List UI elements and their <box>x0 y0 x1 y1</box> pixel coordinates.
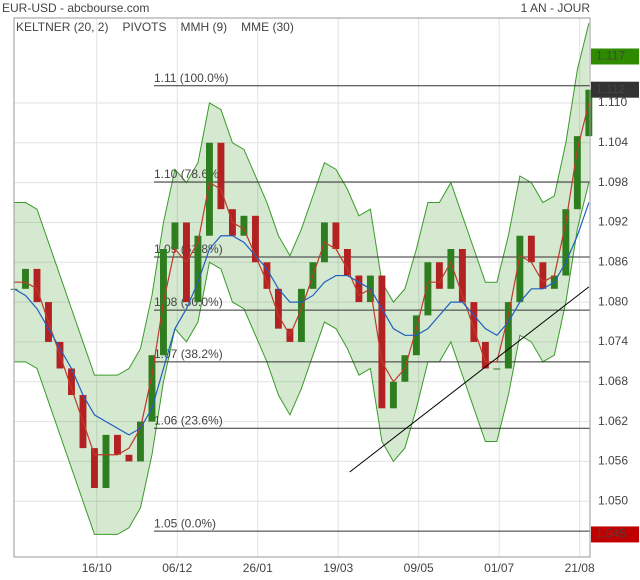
candle <box>435 262 443 289</box>
y-tick-label: 1.110 <box>598 95 627 109</box>
candle <box>263 262 271 289</box>
candle <box>33 268 41 303</box>
candle <box>171 222 179 249</box>
x-tick-label: 19/03 <box>323 561 353 575</box>
legend-entry: MMH (9) <box>181 20 228 34</box>
candle <box>424 262 432 316</box>
legend-entry: PIVOTS <box>122 20 166 34</box>
keltner-band <box>14 23 589 535</box>
ma-line <box>13 202 590 436</box>
price-tag <box>591 81 639 98</box>
x-tick-label: 09/05 <box>404 561 434 575</box>
price-tag <box>591 526 639 543</box>
candle <box>297 288 305 342</box>
candle <box>217 142 225 210</box>
candle <box>114 434 121 455</box>
x-tick-label: 26/01 <box>243 561 273 575</box>
y-tick-label: 1.092 <box>598 215 628 229</box>
candle <box>194 235 202 303</box>
y-tick-label: 1.050 <box>598 493 628 507</box>
candle <box>251 215 259 263</box>
y-tick-label: 1.074 <box>598 334 628 348</box>
price-tag-label: 1.045 <box>596 527 626 541</box>
candle <box>516 235 524 303</box>
candle <box>539 262 547 289</box>
candle <box>102 434 110 488</box>
ma-line <box>14 102 590 456</box>
plot-frame <box>13 17 591 558</box>
y-tick-label: 1.086 <box>598 254 628 268</box>
candle <box>125 454 133 462</box>
pivot-label: 1.10 (78.6%) <box>154 167 223 181</box>
pivot-label: 1.11 (100.0%) <box>154 71 229 85</box>
y-tick-label: 1.068 <box>598 374 628 388</box>
keltner-upper <box>14 23 590 376</box>
x-tick-label: 06/12 <box>162 561 192 575</box>
candle <box>573 136 581 210</box>
y-tick-label: 1.098 <box>598 175 628 189</box>
y-tick-label: 1.104 <box>598 135 628 149</box>
candle <box>504 302 512 369</box>
candle <box>585 89 593 137</box>
y-tick-label: 1.080 <box>598 294 628 308</box>
price-tag <box>591 48 639 65</box>
candle <box>240 215 248 236</box>
trendline <box>349 286 590 473</box>
candle <box>458 249 466 303</box>
pivot-label: 1.08 (50.0%) <box>154 295 223 309</box>
candle <box>355 275 363 303</box>
candle <box>343 249 351 276</box>
pivot-label: 1.06 (23.6%) <box>154 413 223 427</box>
candle <box>206 142 213 236</box>
candle <box>389 381 397 409</box>
keltner-lower <box>14 182 590 535</box>
y-tick-label: 1.056 <box>598 454 628 468</box>
candle <box>527 235 535 263</box>
x-tick-label: 01/07 <box>484 561 514 575</box>
candle <box>447 249 455 289</box>
pivot-label: 1.05 (0.0%) <box>154 516 216 530</box>
candle <box>332 222 340 249</box>
candle <box>378 275 386 409</box>
candle <box>148 355 156 422</box>
candle <box>68 368 75 396</box>
candle <box>22 268 29 289</box>
candle <box>493 368 501 370</box>
candle <box>470 302 478 342</box>
chart-subtitle: 1 AN - JOUR <box>521 1 591 15</box>
y-tick-label: 1.062 <box>598 414 628 428</box>
candle <box>91 448 98 488</box>
x-tick-label: 16/10 <box>82 561 112 575</box>
price-tag-label: 1.112 <box>596 82 625 96</box>
candle <box>481 341 489 369</box>
chart-title: EUR-USD - abcbourse.com <box>2 1 149 15</box>
candle <box>562 209 570 276</box>
price-tag-label: 1.117 <box>596 49 625 63</box>
legend-entry: MME (30) <box>241 20 294 34</box>
pivot-label: 1.07 (38.2%) <box>154 347 223 361</box>
candle <box>137 421 144 462</box>
x-tick-label: 21/08 <box>565 561 595 575</box>
candle <box>274 288 282 329</box>
legend-entry: KELTNER (20, 2) <box>16 20 108 34</box>
